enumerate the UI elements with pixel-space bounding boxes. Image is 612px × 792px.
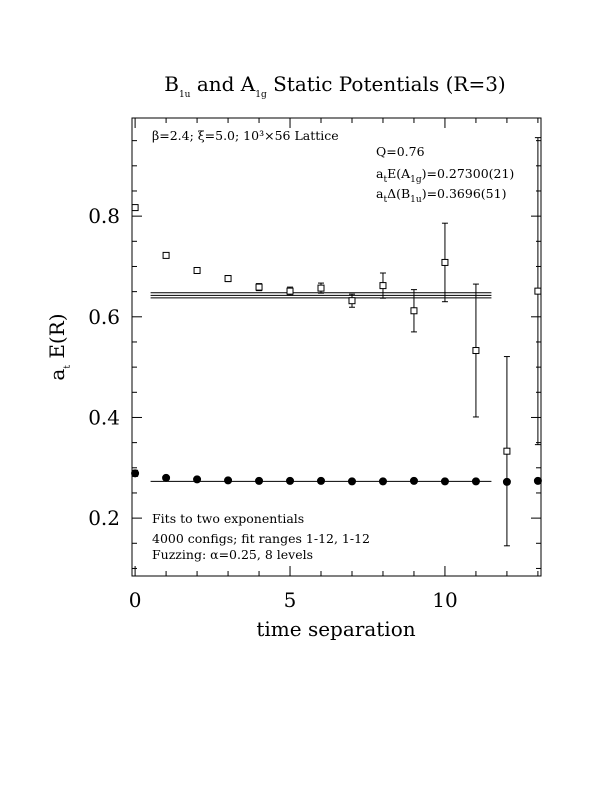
data-point-square — [162, 251, 170, 259]
data-point-square — [255, 283, 263, 291]
data-point-circle — [347, 477, 356, 486]
data-point-circle — [409, 476, 418, 485]
fit-lines — [150, 292, 492, 482]
data-point-circle — [440, 477, 449, 486]
fit-note-3: Fuzzing: α=0.25, 8 levels — [152, 547, 313, 562]
data-point-circle — [502, 477, 511, 486]
y-tick-label: 0.4 — [88, 405, 120, 429]
data-point-square — [534, 287, 542, 295]
data-point-square — [224, 275, 232, 283]
data-point-square — [131, 204, 139, 212]
data-point-circle — [224, 476, 233, 485]
x-tick-label: 0 — [129, 588, 142, 612]
axis-ticks — [132, 118, 541, 576]
y-tick-label: 0.2 — [88, 506, 120, 530]
y-tick-label: 0.6 — [88, 305, 120, 329]
plot-frame — [131, 117, 542, 577]
data-point-square — [379, 282, 387, 290]
data-point-circle — [378, 477, 387, 486]
y-tick-label: 0.8 — [88, 204, 120, 228]
data-points — [131, 204, 542, 486]
fit-note-1: Fits to two exponentials — [152, 511, 304, 526]
energy-a1g: atE(A1g)=0.27300(21) — [376, 166, 514, 185]
chart-title: B1u and A1g Static Potentials (R=3) — [164, 72, 505, 100]
tick-labels: 0 5 10 0.2 0.4 0.6 0.8 — [88, 204, 457, 612]
data-point-square — [317, 284, 325, 292]
fit-note-2: 4000 configs; fit ranges 1-12, 1-12 — [152, 531, 370, 546]
x-tick-label: 5 — [284, 588, 297, 612]
data-point-circle — [471, 477, 480, 486]
data-point-square — [472, 347, 480, 355]
data-point-circle — [193, 475, 202, 484]
data-point-circle — [162, 473, 171, 482]
data-point-square — [410, 307, 418, 315]
data-point-circle — [131, 469, 140, 478]
data-point-square — [503, 447, 511, 455]
lattice-params: β=2.4; ξ=5.0; 10³×56 Lattice — [152, 128, 339, 143]
y-axis-label: at E(R) — [45, 313, 73, 380]
data-point-square — [441, 258, 449, 266]
data-point-square — [286, 287, 294, 295]
x-tick-label: 10 — [432, 588, 457, 612]
data-point-square — [193, 266, 201, 274]
energy-b1u: atΔ(B1u)=0.3696(51) — [376, 186, 506, 205]
q-value: Q=0.76 — [376, 144, 425, 159]
data-point-circle — [317, 476, 326, 485]
data-point-circle — [255, 476, 264, 485]
data-point-square — [348, 297, 356, 305]
data-point-circle — [286, 476, 295, 485]
x-axis-label: time separation — [256, 617, 415, 641]
data-point-circle — [533, 476, 542, 485]
